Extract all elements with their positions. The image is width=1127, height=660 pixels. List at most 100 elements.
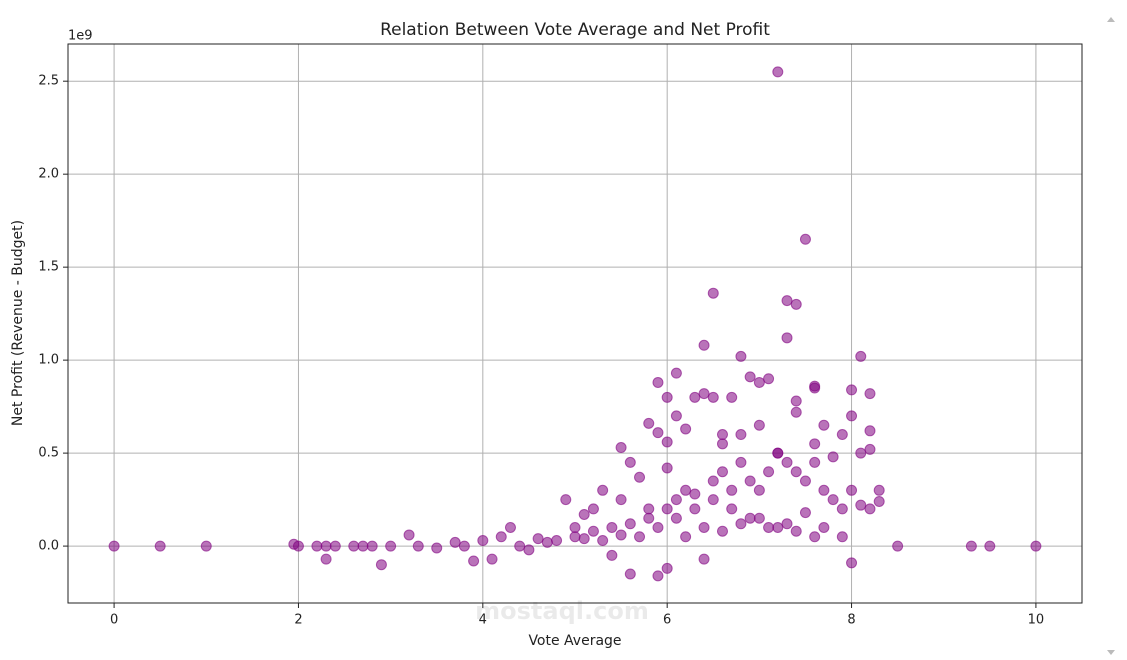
point bbox=[698, 553, 710, 565]
point bbox=[670, 512, 682, 524]
point bbox=[569, 531, 581, 543]
y-tick-label: 1.5 bbox=[38, 260, 59, 275]
point bbox=[772, 66, 784, 78]
series bbox=[108, 66, 1042, 582]
point bbox=[449, 536, 461, 548]
point bbox=[698, 521, 710, 533]
point bbox=[486, 553, 498, 565]
point bbox=[984, 540, 996, 552]
point bbox=[504, 521, 516, 533]
point bbox=[716, 466, 728, 478]
point bbox=[541, 536, 553, 548]
point bbox=[1030, 540, 1042, 552]
point bbox=[292, 540, 304, 552]
point bbox=[809, 438, 821, 450]
point bbox=[763, 466, 775, 478]
point bbox=[790, 406, 802, 418]
y-axis-label: Net Profit (Revenue - Budget) bbox=[10, 220, 26, 426]
point bbox=[735, 350, 747, 362]
point bbox=[597, 484, 609, 496]
point bbox=[753, 484, 765, 496]
point bbox=[864, 425, 876, 437]
point bbox=[606, 549, 618, 561]
point bbox=[836, 429, 848, 441]
point bbox=[698, 339, 710, 351]
x-tick-label: 8 bbox=[847, 613, 855, 628]
point bbox=[744, 371, 756, 383]
point bbox=[661, 503, 673, 515]
x-tick-label: 2 bbox=[294, 613, 302, 628]
point bbox=[587, 525, 599, 537]
point bbox=[698, 388, 710, 400]
point bbox=[707, 475, 719, 487]
point bbox=[818, 484, 830, 496]
point bbox=[634, 471, 646, 483]
point bbox=[624, 518, 636, 530]
point bbox=[366, 540, 378, 552]
point bbox=[716, 525, 728, 537]
point bbox=[569, 521, 581, 533]
point bbox=[320, 540, 332, 552]
x-tick-label: 4 bbox=[479, 613, 487, 628]
point bbox=[781, 295, 793, 307]
point bbox=[311, 540, 323, 552]
point bbox=[661, 436, 673, 448]
point bbox=[846, 557, 858, 569]
point bbox=[578, 508, 590, 520]
x-tick-label: 0 bbox=[110, 613, 118, 628]
scroll-down-arrow[interactable] bbox=[1107, 650, 1115, 655]
point bbox=[587, 503, 599, 515]
point bbox=[670, 367, 682, 379]
point bbox=[514, 540, 526, 552]
plot-frame bbox=[67, 43, 1083, 604]
point bbox=[726, 484, 738, 496]
point bbox=[643, 512, 655, 524]
point bbox=[744, 512, 756, 524]
point bbox=[965, 540, 977, 552]
point bbox=[726, 391, 738, 403]
point bbox=[763, 373, 775, 385]
point bbox=[320, 553, 332, 565]
point bbox=[615, 494, 627, 506]
point bbox=[661, 391, 673, 403]
point bbox=[790, 466, 802, 478]
point bbox=[477, 535, 489, 547]
point bbox=[790, 395, 802, 407]
chart-title: Relation Between Vote Average and Net Pr… bbox=[380, 20, 770, 40]
point bbox=[799, 233, 811, 245]
point bbox=[375, 559, 387, 571]
point bbox=[431, 542, 443, 554]
point bbox=[799, 475, 811, 487]
point bbox=[643, 417, 655, 429]
point bbox=[615, 442, 627, 454]
point bbox=[495, 531, 507, 543]
point bbox=[753, 419, 765, 431]
point bbox=[154, 540, 166, 552]
point bbox=[781, 332, 793, 344]
point bbox=[846, 484, 858, 496]
point bbox=[357, 540, 369, 552]
point bbox=[652, 376, 664, 388]
scroll-up-arrow[interactable] bbox=[1107, 17, 1115, 22]
point bbox=[412, 540, 424, 552]
point bbox=[643, 503, 655, 515]
x-tick-label: 6 bbox=[663, 613, 671, 628]
y-tick-label: 1.0 bbox=[38, 353, 59, 368]
point bbox=[735, 429, 747, 441]
y-offset-label: 1e9 bbox=[68, 29, 93, 44]
point bbox=[836, 531, 848, 543]
point bbox=[809, 531, 821, 543]
y-tick-label: 0.5 bbox=[38, 446, 59, 461]
point bbox=[790, 525, 802, 537]
point bbox=[855, 499, 867, 511]
point bbox=[735, 456, 747, 468]
point bbox=[680, 531, 692, 543]
point bbox=[781, 518, 793, 530]
point bbox=[523, 544, 535, 556]
point bbox=[873, 484, 885, 496]
point bbox=[689, 488, 701, 500]
point bbox=[873, 495, 885, 507]
point bbox=[403, 529, 415, 541]
